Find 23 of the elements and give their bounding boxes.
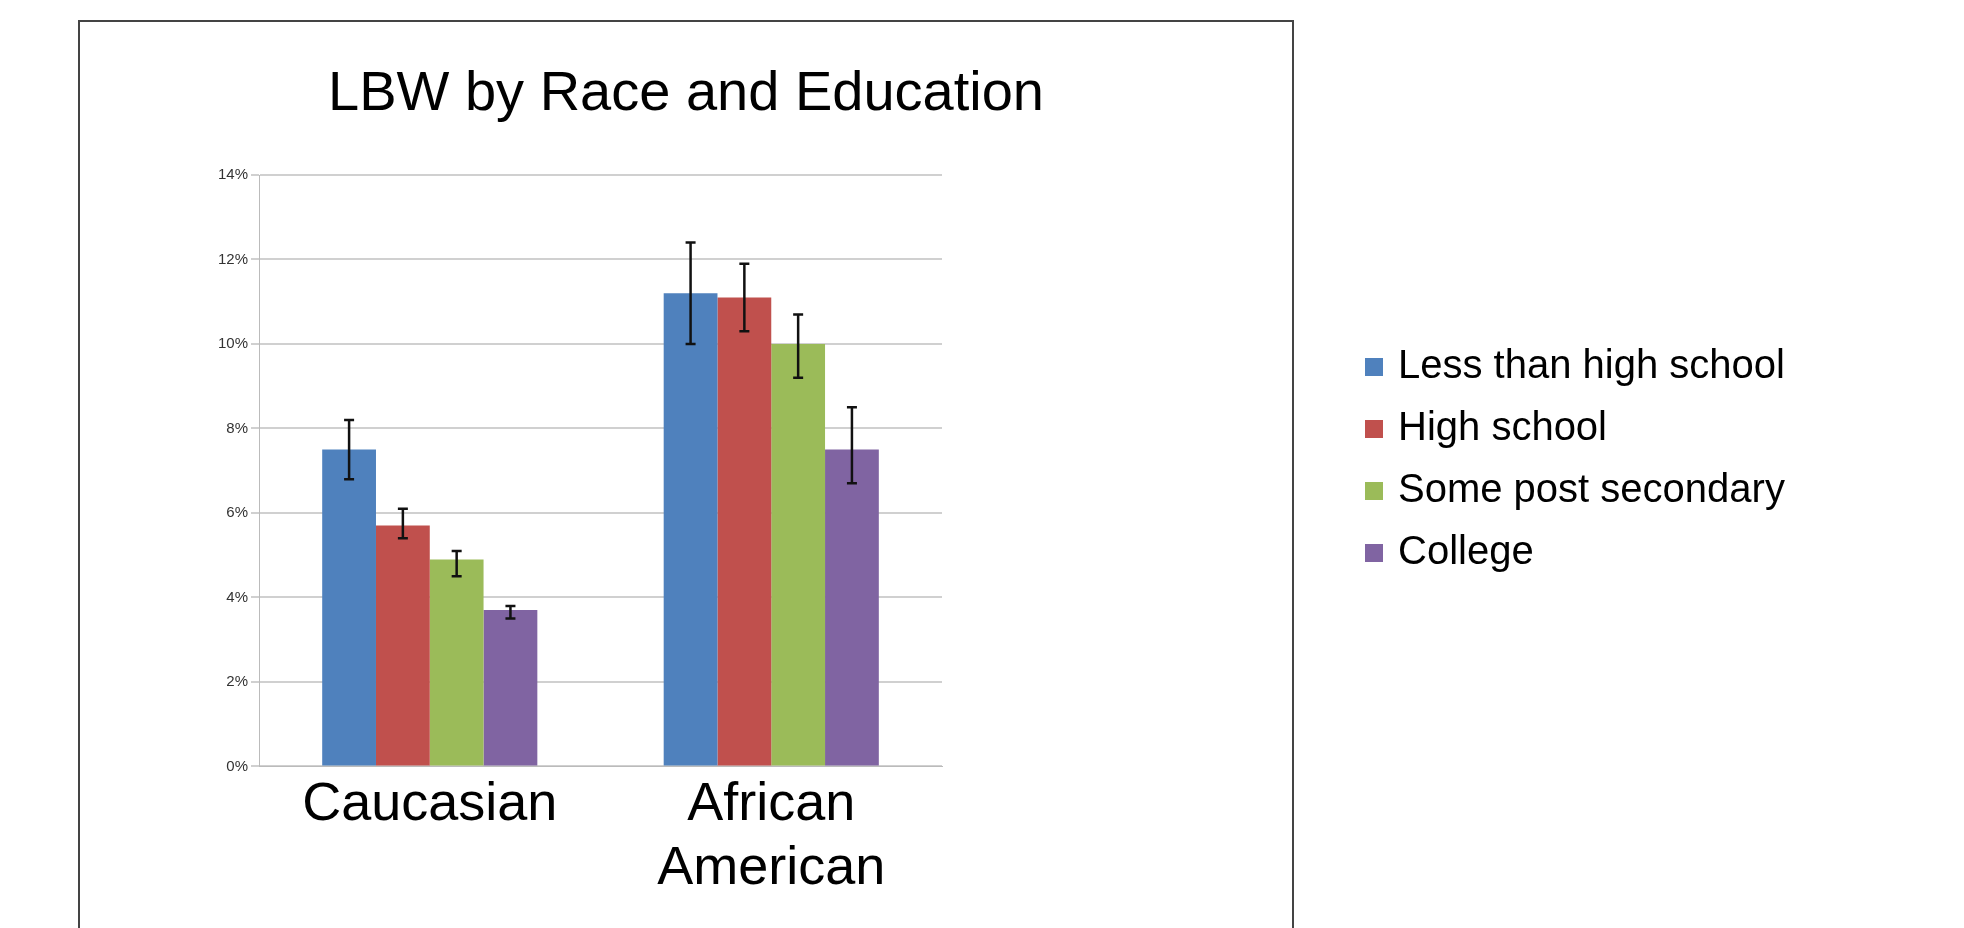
y-tick-label: 0% <box>226 756 249 774</box>
bar <box>375 525 430 766</box>
bar <box>717 297 772 766</box>
y-tick-label: 12% <box>217 249 249 267</box>
y-tick-label: 14% <box>217 165 249 183</box>
bar <box>771 343 826 766</box>
y-tick-label: 4% <box>226 587 249 605</box>
legend-label: Less than high school <box>1398 342 1785 387</box>
x-tick-label: Caucasian <box>302 770 558 831</box>
bar <box>825 449 879 766</box>
bar <box>322 449 376 766</box>
chart-title: LBW by Race and Education <box>328 59 1044 123</box>
bar <box>429 559 484 766</box>
y-tick-label: 10% <box>217 334 249 352</box>
y-tick-label: 2% <box>226 672 249 690</box>
x-tick-label: African American <box>657 770 886 896</box>
bar <box>483 610 538 766</box>
y-tick-label: 6% <box>226 503 249 521</box>
legend-label: Some post secondary <box>1398 466 1785 511</box>
legend-label: High school <box>1398 404 1608 449</box>
y-tick-label: 8% <box>226 418 249 436</box>
bar <box>663 293 718 766</box>
legend-label: College <box>1398 528 1534 573</box>
